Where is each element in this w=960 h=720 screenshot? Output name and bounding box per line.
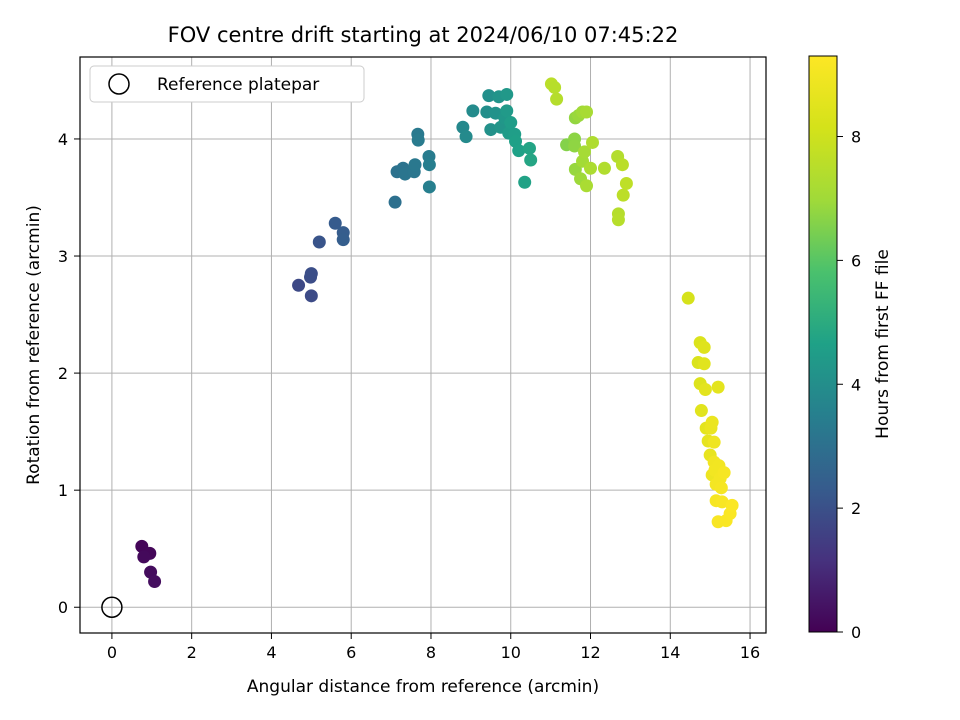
y-tick-label: 3: [58, 247, 68, 266]
data-point: [411, 133, 425, 147]
data-point: [568, 139, 582, 153]
data-point: [504, 116, 518, 130]
legend-marker-icon: [108, 73, 130, 95]
x-tick-label: 16: [740, 643, 760, 662]
x-tick-label: 0: [107, 643, 117, 662]
y-axis-ticks: 0 1 2 3 4: [58, 130, 80, 617]
data-point: [512, 144, 526, 158]
data-point: [550, 92, 564, 106]
chart-title: FOV centre drift starting at 2024/06/10 …: [168, 23, 679, 47]
data-point: [548, 80, 562, 94]
y-tick-label: 1: [58, 481, 68, 500]
x-axis-ticks: 0 2 4 6 8 10 12 14 16: [107, 633, 760, 662]
y-tick-label: 4: [58, 130, 68, 149]
data-point: [482, 89, 496, 103]
data-point: [619, 176, 633, 190]
data-point: [522, 141, 536, 155]
x-tick-label: 2: [187, 643, 197, 662]
data-point: [459, 130, 473, 144]
data-point: [707, 435, 721, 449]
y-axis-label: Rotation from reference (arcmin): [24, 205, 44, 485]
x-tick-label: 6: [346, 643, 356, 662]
data-point: [388, 195, 402, 209]
data-point: [698, 382, 712, 396]
colorbar-tick-label: 4: [851, 375, 861, 394]
data-point: [500, 104, 514, 118]
data-point: [524, 153, 538, 167]
data-point: [616, 188, 630, 202]
data-point: [681, 291, 695, 305]
data-point: [466, 104, 480, 118]
data-points: [135, 77, 739, 588]
legend-label: Reference platepar: [157, 75, 319, 95]
data-point: [580, 105, 594, 119]
data-point: [148, 574, 162, 588]
data-point: [304, 267, 318, 281]
data-point: [717, 466, 731, 480]
data-point: [422, 180, 436, 194]
data-point: [694, 404, 708, 418]
data-point: [304, 289, 318, 303]
reference-marker: [101, 596, 123, 618]
data-point: [312, 235, 326, 249]
reference-point-marker: [101, 596, 123, 618]
y-tick-label: 0: [58, 598, 68, 617]
colorbar-tick-label: 6: [851, 251, 861, 270]
data-point: [137, 550, 151, 564]
data-point: [328, 216, 342, 230]
legend-box: [89, 65, 365, 103]
colorbar: 0 2 4 6 8 Hours from first FF file: [808, 55, 893, 642]
colorbar-gradient: [808, 55, 838, 633]
data-point: [715, 495, 729, 509]
data-point: [586, 135, 600, 149]
data-point: [725, 498, 739, 512]
plot-frame: [79, 56, 767, 634]
colorbar-label: Hours from first FF file: [873, 249, 893, 439]
data-point: [584, 161, 598, 175]
data-point: [711, 380, 725, 394]
x-tick-label: 14: [660, 643, 680, 662]
data-point: [292, 278, 306, 292]
data-point: [714, 481, 728, 495]
data-point: [580, 179, 594, 193]
colorbar-tick-label: 2: [851, 499, 861, 518]
data-point: [597, 161, 611, 175]
data-point: [697, 340, 711, 354]
x-axis-label: Angular distance from reference (arcmin): [247, 677, 599, 697]
data-point: [408, 158, 422, 172]
data-point: [611, 213, 625, 227]
data-point: [578, 145, 592, 159]
colorbar-tick-label: 0: [851, 623, 861, 642]
colorbar-tick-label: 8: [851, 128, 861, 147]
x-tick-label: 10: [501, 643, 521, 662]
data-point: [422, 158, 436, 172]
data-point: [484, 123, 498, 137]
legend: Reference platepar: [89, 65, 365, 103]
colorbar-ticks: 0 2 4 6 8: [837, 128, 861, 642]
data-point: [518, 175, 532, 189]
data-point: [500, 87, 514, 101]
x-tick-label: 12: [580, 643, 600, 662]
data-point: [336, 233, 350, 247]
data-point: [705, 415, 719, 429]
x-tick-label: 8: [426, 643, 436, 662]
data-point: [697, 357, 711, 371]
y-tick-label: 2: [58, 364, 68, 383]
data-point: [615, 158, 629, 172]
x-tick-label: 4: [266, 643, 276, 662]
